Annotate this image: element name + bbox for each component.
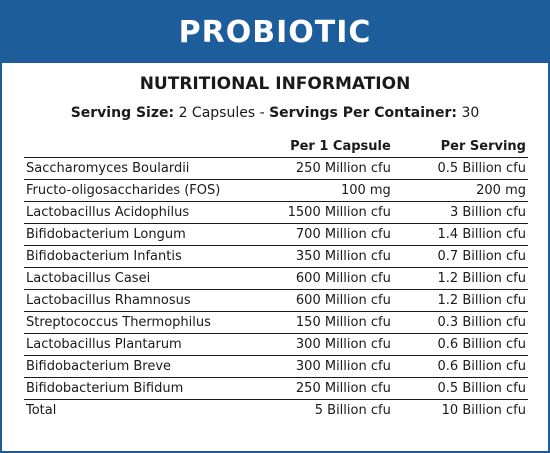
amount-per-capsule: 250 Million cfu: [256, 157, 393, 180]
serving-size-value: 2 Capsules: [178, 105, 256, 121]
table-row: Fructo-oligosaccharides (FOS) 100 mg 200…: [24, 179, 528, 202]
table-row: Lactobacillus Plantarum 300 Million cfu …: [24, 333, 528, 356]
product-banner: PROBIOTIC: [2, 2, 548, 63]
amount-per-serving: 200 mg: [392, 179, 528, 202]
amount-per-serving: 0.6 Billion cfu: [392, 355, 528, 378]
table-row: Saccharomyces Boulardii 250 Million cfu …: [24, 157, 528, 180]
amount-per-serving: 0.6 Billion cfu: [392, 333, 528, 356]
table-header-row: Per 1 Capsule Per Serving: [24, 135, 528, 158]
ingredient-name: Streptococcus Thermophilus: [24, 311, 257, 334]
ingredient-name: Lactobacillus Casei: [24, 267, 257, 290]
column-header-ingredient: [24, 135, 257, 158]
nutrition-table: Per 1 Capsule Per Serving Saccharomyces …: [24, 135, 528, 421]
table-row: Bifidobacterium Longum 700 Million cfu 1…: [24, 223, 528, 246]
amount-per-capsule: 250 Million cfu: [256, 377, 393, 400]
amount-per-capsule: 350 Million cfu: [256, 245, 393, 268]
amount-per-serving: 1.2 Billion cfu: [392, 267, 528, 290]
ingredient-name: Bifidobacterium Bifidum: [24, 377, 257, 400]
amount-per-capsule: 300 Million cfu: [256, 355, 393, 378]
table-row: Bifidobacterium Breve 300 Million cfu 0.…: [24, 355, 528, 378]
amount-per-serving: 3 Billion cfu: [392, 201, 528, 224]
table-row-total: Total 5 Billion cfu 10 Billion cfu: [24, 400, 528, 422]
amount-per-serving: 1.2 Billion cfu: [392, 289, 528, 312]
amount-per-serving: 0.3 Billion cfu: [392, 311, 528, 334]
amount-per-capsule: 100 mg: [256, 179, 393, 202]
total-per-capsule: 5 Billion cfu: [314, 403, 391, 418]
amount-per-capsule: 1500 Million cfu: [256, 201, 393, 224]
table-row: Streptococcus Thermophilus 150 Million c…: [24, 311, 528, 334]
ingredient-name: Bifidobacterium Longum: [24, 223, 257, 246]
section-heading: NUTRITIONAL INFORMATION: [139, 74, 411, 94]
amount-per-serving: 0.5 Billion cfu: [392, 377, 528, 400]
ingredient-name: Lactobacillus Plantarum: [24, 333, 257, 356]
serving-separator: -: [259, 105, 265, 121]
amount-per-capsule: 600 Million cfu: [256, 289, 393, 312]
servings-per-container-value: 30: [461, 105, 480, 121]
table-row: Lactobacillus Rhamnosus 600 Million cfu …: [24, 289, 528, 312]
column-header-per-capsule: Per 1 Capsule: [256, 135, 393, 158]
amount-per-capsule: 300 Million cfu: [256, 333, 393, 356]
amount-per-capsule: 150 Million cfu: [256, 311, 393, 334]
ingredient-name: Lactobacillus Rhamnosus: [24, 289, 257, 312]
ingredient-name: Bifidobacterium Breve: [24, 355, 257, 378]
serving-size-label: Serving Size:: [70, 105, 175, 121]
amount-per-serving: 0.5 Billion cfu: [392, 157, 528, 180]
table-row: Lactobacillus Casei 600 Million cfu 1.2 …: [24, 267, 528, 290]
ingredient-name: Bifidobacterium Infantis: [24, 245, 257, 268]
column-header-per-serving: Per Serving: [392, 135, 528, 158]
amount-per-capsule: 600 Million cfu: [256, 267, 393, 290]
serving-info: Serving Size: 2 Capsules - Servings Per …: [2, 102, 548, 124]
servings-per-container-label: Servings Per Container:: [269, 105, 457, 121]
ingredient-name: Fructo-oligosaccharides (FOS): [24, 179, 257, 202]
product-title: PROBIOTIC: [178, 15, 372, 50]
amount-per-serving: 0.7 Billion cfu: [392, 245, 528, 268]
table-row: Bifidobacterium Bifidum 250 Million cfu …: [24, 377, 528, 400]
total-per-serving: 10 Billion cfu: [441, 403, 526, 418]
table-row: Lactobacillus Acidophilus 1500 Million c…: [24, 201, 528, 224]
amount-per-capsule: 700 Million cfu: [256, 223, 393, 246]
total-label: Total: [26, 403, 57, 418]
amount-per-serving: 1.4 Billion cfu: [392, 223, 528, 246]
table-row: Bifidobacterium Infantis 350 Million cfu…: [24, 245, 528, 268]
ingredient-name: Lactobacillus Acidophilus: [24, 201, 257, 224]
ingredient-name: Saccharomyces Boulardii: [24, 157, 257, 180]
